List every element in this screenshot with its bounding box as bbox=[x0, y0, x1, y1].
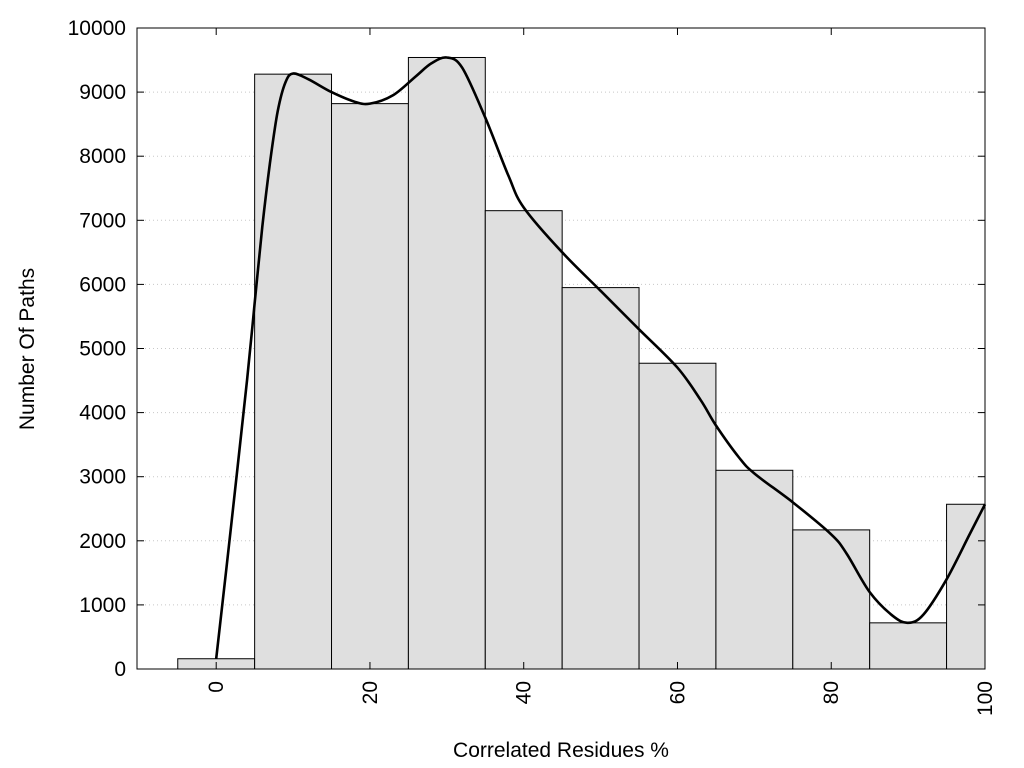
histogram-bar bbox=[946, 503, 986, 670]
y-tick-label: 8000 bbox=[79, 145, 126, 168]
y-tick-label: 6000 bbox=[79, 273, 126, 296]
histogram-bar bbox=[407, 56, 486, 670]
x-axis-ticks: 0 20 40 60 80 100 bbox=[205, 28, 997, 716]
y-tick-label: 4000 bbox=[79, 402, 126, 425]
histogram-bar bbox=[561, 287, 640, 670]
x-tick-label: 20 bbox=[359, 681, 382, 704]
x-tick-label: 40 bbox=[513, 681, 536, 704]
x-axis-label: Correlated Residues % bbox=[453, 739, 669, 762]
x-tick-label: 80 bbox=[820, 681, 843, 704]
histogram-bar bbox=[715, 469, 794, 670]
histogram-bar bbox=[331, 103, 409, 670]
y-tick-label: 5000 bbox=[79, 338, 126, 361]
x-tick-label: 0 bbox=[205, 681, 228, 693]
x-tick-label: 60 bbox=[667, 681, 690, 704]
histogram-bar bbox=[484, 210, 563, 670]
histogram-bar bbox=[638, 362, 717, 670]
smoothed-curve bbox=[214, 56, 987, 659]
y-axis-label: Number Of Paths bbox=[16, 268, 39, 430]
y-tick-label: 3000 bbox=[79, 466, 126, 489]
histogram-bar bbox=[869, 622, 948, 670]
histogram-bar bbox=[254, 73, 333, 670]
y-tick-label: 1000 bbox=[79, 594, 126, 617]
histogram-bar bbox=[792, 529, 871, 670]
y-tick-label: 7000 bbox=[79, 209, 126, 232]
y-tick-label: 9000 bbox=[79, 81, 126, 104]
y-tick-label: 0 bbox=[114, 658, 126, 681]
y-axis-ticks: 0 1000 2000 3000 4000 5000 6000 7000 8000 9000 100… bbox=[68, 17, 985, 681]
histogram-bars bbox=[177, 56, 986, 670]
y-tick-label: 10000 bbox=[68, 17, 126, 40]
y-tick-label: 2000 bbox=[79, 530, 126, 553]
x-tick-label: 100 bbox=[974, 681, 997, 716]
